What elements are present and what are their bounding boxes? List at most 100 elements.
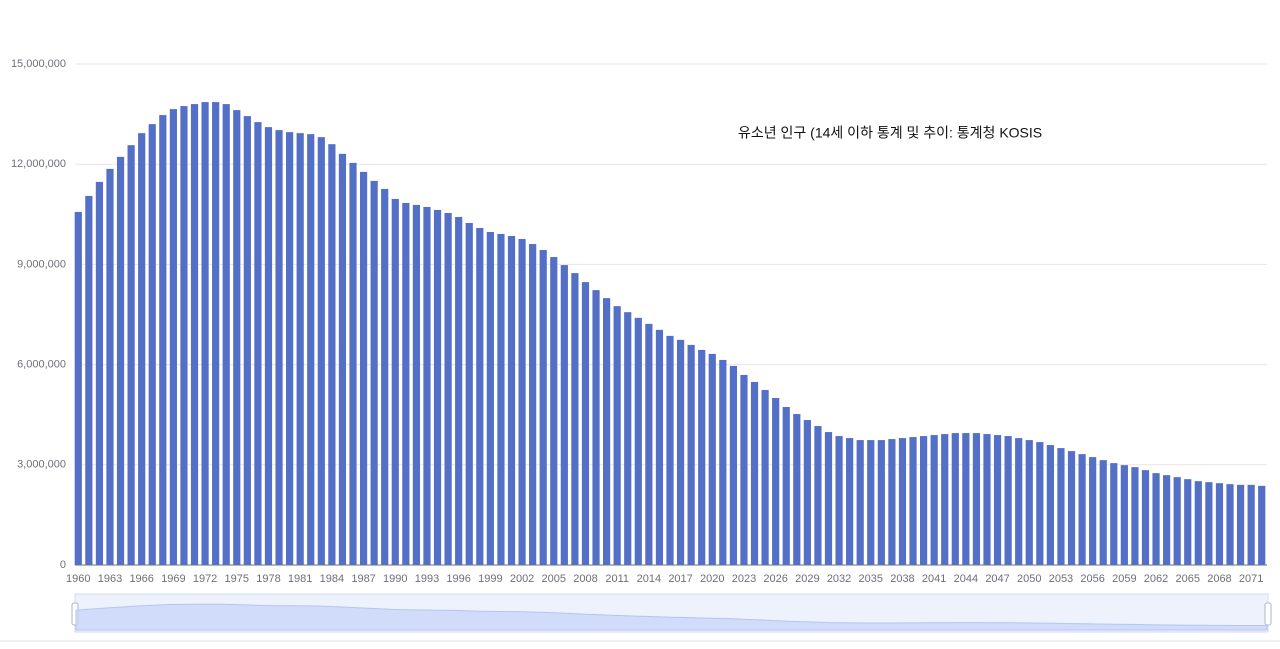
bar xyxy=(729,365,737,565)
bar xyxy=(190,104,199,565)
bar xyxy=(793,414,801,565)
x-tick-label: 1984 xyxy=(320,573,344,585)
bar xyxy=(867,440,875,565)
bar xyxy=(169,109,177,565)
x-tick-label: 2017 xyxy=(668,573,692,585)
bar xyxy=(465,222,473,565)
bar xyxy=(423,206,431,565)
bar xyxy=(402,202,410,565)
bar xyxy=(180,106,188,566)
bar xyxy=(148,124,156,566)
y-tick-label: 0 xyxy=(60,559,66,571)
x-tick-label: 2014 xyxy=(637,573,661,585)
bar xyxy=(1025,440,1033,565)
bar xyxy=(1015,438,1023,565)
bar xyxy=(338,153,347,565)
bar xyxy=(962,433,970,565)
bar xyxy=(243,116,251,565)
bar xyxy=(275,130,283,565)
bar xyxy=(1036,442,1044,565)
bar xyxy=(412,204,421,565)
x-tick-label: 2047 xyxy=(985,573,1009,585)
bar xyxy=(676,339,685,565)
x-tick-label: 2023 xyxy=(732,573,756,585)
bar xyxy=(254,122,262,565)
x-tick-label: 2029 xyxy=(795,573,819,585)
bar xyxy=(1226,484,1234,565)
x-tick-label: 2005 xyxy=(542,573,566,585)
bar xyxy=(603,298,611,565)
bar xyxy=(1057,448,1065,565)
bar xyxy=(581,282,590,565)
bar xyxy=(687,344,695,565)
bar xyxy=(941,434,949,565)
bar xyxy=(1215,483,1224,565)
bar xyxy=(972,433,981,565)
x-tick-label: 2035 xyxy=(859,573,883,585)
bar xyxy=(1004,436,1012,565)
bar xyxy=(317,137,325,565)
bar xyxy=(349,162,357,565)
bar xyxy=(856,440,864,565)
bar xyxy=(212,102,220,566)
y-tick-label: 15,000,000 xyxy=(11,58,66,70)
x-tick-label: 2020 xyxy=(700,573,724,585)
bar xyxy=(634,317,642,565)
bar xyxy=(138,133,146,565)
bar xyxy=(719,359,727,565)
bar xyxy=(106,168,114,565)
x-tick-label: 1987 xyxy=(351,573,375,585)
bar xyxy=(359,171,368,565)
bar xyxy=(507,236,516,565)
bar xyxy=(1194,481,1202,565)
bar xyxy=(708,353,716,565)
bar xyxy=(476,227,484,565)
bar xyxy=(391,198,399,565)
y-tick-label: 3,000,000 xyxy=(17,459,66,471)
bar xyxy=(1152,473,1160,565)
bar xyxy=(888,439,896,565)
bar xyxy=(1258,485,1266,565)
bar xyxy=(444,212,452,566)
bar xyxy=(740,374,748,565)
x-tick-label: 2059 xyxy=(1112,573,1136,585)
y-tick-label: 12,000,000 xyxy=(11,158,66,170)
y-tick-label: 6,000,000 xyxy=(17,359,66,371)
x-tick-label: 1978 xyxy=(256,573,280,585)
x-tick-label: 1966 xyxy=(129,573,153,585)
bar xyxy=(560,265,568,565)
x-tick-label: 2071 xyxy=(1239,573,1263,585)
bar xyxy=(846,438,854,565)
bar xyxy=(127,145,135,566)
x-tick-label: 1990 xyxy=(383,573,407,585)
bar xyxy=(264,127,273,565)
bar xyxy=(624,312,632,565)
bar xyxy=(1110,463,1118,565)
bar xyxy=(772,398,780,565)
bar xyxy=(571,273,579,565)
x-tick-label: 1963 xyxy=(98,573,122,585)
bar xyxy=(381,188,389,565)
bar xyxy=(803,420,811,565)
bar xyxy=(877,440,885,565)
x-tick-label: 2002 xyxy=(510,573,534,585)
x-tick-label: 1972 xyxy=(193,573,217,585)
y-tick-label: 9,000,000 xyxy=(17,258,66,270)
x-tick-label: 2044 xyxy=(954,573,978,585)
bar xyxy=(750,381,759,565)
x-tick-label: 2056 xyxy=(1080,573,1104,585)
bar xyxy=(1141,470,1150,565)
x-tick-label: 2053 xyxy=(1049,573,1073,585)
zoom-handle-right[interactable] xyxy=(1264,602,1272,626)
bar xyxy=(85,195,93,565)
bar xyxy=(539,250,547,565)
bar xyxy=(835,436,843,565)
x-tick-label: 2008 xyxy=(573,573,597,585)
x-tick-label: 2041 xyxy=(922,573,946,585)
bar xyxy=(592,290,600,565)
bar xyxy=(919,436,928,565)
bar xyxy=(1099,460,1107,565)
x-tick-label: 2065 xyxy=(1176,573,1200,585)
bar xyxy=(116,156,125,566)
